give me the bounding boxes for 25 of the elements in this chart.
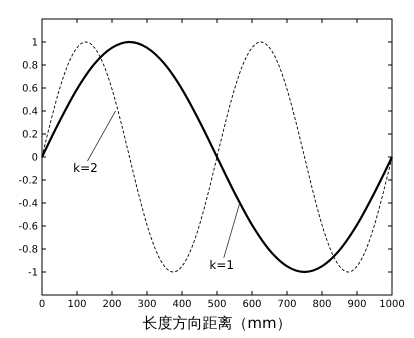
x-tick-label: 100 [67, 299, 87, 310]
y-tick-label: 0.8 [22, 60, 38, 72]
x-tick-label: 0 [38, 299, 46, 310]
y-tick-label: 0.4 [22, 106, 38, 118]
y-tick-label: -0.2 [18, 176, 38, 186]
y-tick-label: 1 [32, 38, 38, 48]
y-tick-label: 0 [32, 152, 38, 164]
x-tick-label: 1000 [379, 299, 405, 310]
x-tick-label: 400 [172, 299, 192, 310]
x-tick-label: 600 [242, 299, 262, 310]
y-tick-label: -1 [28, 268, 38, 278]
x-tick-label: 200 [102, 299, 122, 310]
x-tick-label: 900 [347, 299, 367, 310]
x-tick-label: 300 [137, 299, 157, 310]
x-axis-title: 长度方向距离（mm） [142, 314, 292, 332]
y-tick-label: 0.6 [22, 84, 38, 94]
x-tick-label: 700 [277, 299, 297, 310]
y-tick-label: -0.6 [18, 222, 38, 232]
annotation: k=1 [209, 258, 234, 272]
x-tick-label: 500 [207, 299, 227, 310]
annotation: k=2 [73, 161, 98, 175]
y-tick-label: -0.4 [18, 198, 38, 210]
y-tick-label: -0.8 [18, 244, 38, 256]
x-tick-label: 800 [312, 299, 332, 310]
y-tick-label: 0.2 [22, 130, 38, 140]
